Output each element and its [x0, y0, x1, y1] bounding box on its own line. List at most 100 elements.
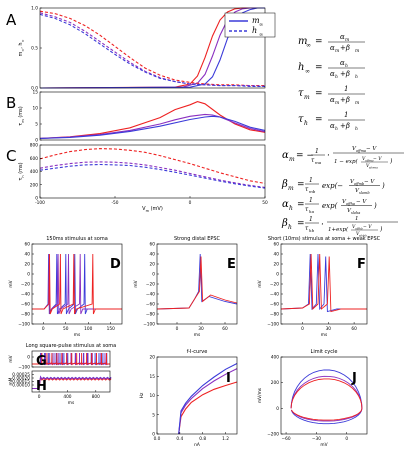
- xlabel-sub-c: m: [146, 209, 150, 213]
- eq-alpha-m-den-slope: V: [366, 163, 370, 169]
- equations: m ∞ = α m α m +β m h ∞ = α h α h +β h τ …: [281, 33, 404, 238]
- series-line-b-1: [39, 113, 266, 139]
- legend-a-m-sub: ∞: [259, 22, 263, 28]
- eq-h-inf-num: α: [340, 59, 345, 67]
- series-line-b-0: [39, 101, 266, 139]
- eq-m-inf-lhs: m: [298, 36, 307, 47]
- ytick-label-f: −20: [270, 282, 279, 288]
- legend-a-h: h: [252, 26, 257, 35]
- eq-alpha-h-exp-num-rest: − V: [356, 199, 367, 205]
- ylabel-text-b: τ: [18, 123, 24, 126]
- xtick-label-f: 60: [351, 326, 357, 332]
- ytick-label-h: 0.00025: [12, 372, 30, 378]
- eq-beta-m-exp-den-sub: slomb: [359, 191, 370, 195]
- eq-tau-h-den: α: [330, 122, 335, 130]
- series-line-c-0: [39, 148, 266, 184]
- eq-h-inf-den: α: [330, 70, 335, 78]
- xtick-label-j: −30: [312, 436, 321, 442]
- eq-alpha-h-sub: h: [289, 205, 293, 212]
- ytick-label-f: 60: [274, 242, 280, 248]
- title-g: Long square-pulse stimulus at soma: [26, 343, 117, 349]
- ytick-label-e: 20: [150, 262, 156, 268]
- ytick-label-d: −40: [21, 292, 30, 298]
- ytick-label-e: 0: [152, 272, 155, 278]
- eq-alpha-h-frac-den-sub: ha: [309, 209, 315, 214]
- eq-beta-h-frac-num: 1: [309, 216, 313, 223]
- ylabel-text-a: m: [18, 52, 24, 57]
- eq-beta-h-eq: =: [297, 219, 305, 229]
- eq-alpha-m-den-close: ): [389, 158, 393, 165]
- ytick-label-f: 40: [274, 252, 280, 258]
- panel-letter-a: A: [6, 11, 17, 29]
- series-line-i-2: [178, 363, 238, 435]
- ylabel-c: τh (ms): [18, 162, 25, 180]
- xtick-label-e: 0: [176, 326, 179, 332]
- title-i: f-I-curve: [187, 349, 208, 355]
- ytick-label-f: −60: [270, 302, 279, 308]
- ytick-label-b: 15: [33, 90, 39, 96]
- ytick-label-b: 5: [35, 122, 38, 128]
- xtick-label-d: 100: [84, 326, 92, 332]
- eq-tau-m-sub: m: [304, 94, 310, 101]
- eq-beta-h-den: 1+exp(: [328, 226, 349, 233]
- ylabel-unit-b: (ms): [18, 106, 24, 119]
- panel-c: -100 -50 0 50 0 200 400 600 800 τh (ms) Vm (mV): [18, 143, 268, 214]
- ytick-label-e: −80: [146, 312, 155, 318]
- eq-beta-h-den-v: V: [352, 224, 356, 230]
- xlabel-unit-c: (mV): [149, 206, 163, 212]
- xtick-label-d: 150: [107, 326, 115, 332]
- series-line-c-1: [39, 161, 266, 188]
- ytick-label-d: 20: [25, 262, 31, 268]
- eq-tau-h: τ h = 1 α h +β h: [298, 111, 365, 132]
- xtick-label-f: 0: [301, 326, 304, 332]
- eq-alpha-m-den-rest: − V: [373, 156, 382, 162]
- trace-e-0: [156, 253, 238, 310]
- trace-f-0: [280, 253, 367, 313]
- ytick-label-i: 5: [152, 412, 155, 418]
- eq-beta-m-eq: =: [297, 180, 305, 190]
- series-line-i-0: [178, 381, 238, 435]
- ytick-label-f: −100: [267, 322, 279, 328]
- ytick-label-g: 0: [27, 355, 30, 361]
- eq-h-inf-den-plus: +β: [340, 70, 350, 78]
- eq-alpha-h-lhs: α: [282, 199, 289, 210]
- eq-tau-m-den-sub: m: [335, 101, 339, 106]
- ytick-label-i: 10: [150, 393, 156, 399]
- trace-h-2: [32, 375, 112, 389]
- ytick-label-j: 0: [276, 406, 279, 412]
- xlabel-f: ms: [321, 333, 328, 338]
- eq-alpha-m-den-v: V: [362, 156, 366, 162]
- xlabel-c: Vm (mV): [142, 206, 163, 213]
- ytick-label-h: 0.00020: [12, 376, 30, 382]
- panel-letter-g: G: [36, 354, 47, 369]
- ytick-label-d: −100: [18, 322, 30, 328]
- xtick-label-j: 0: [345, 436, 348, 442]
- xtick-label-h: 400: [63, 394, 71, 400]
- eq-tau-m-lhs: τ: [298, 88, 304, 99]
- ytick-label-a: 0.5: [31, 46, 38, 52]
- ylabel-h: mM: [8, 377, 14, 385]
- eq-alpha-m-frac-num: 1: [315, 148, 319, 155]
- eq-alpha-m-sub: m: [289, 156, 295, 163]
- eq-alpha-m-num-rest: − V: [366, 146, 377, 152]
- eq-beta-h-frac-den-sub: hb: [309, 228, 315, 233]
- ylabel2-sub-a: ∞: [21, 39, 25, 42]
- eq-tau-m: τ m = 1 α m +β m: [298, 85, 365, 106]
- eq-alpha-h-close: ): [373, 202, 377, 210]
- ylabel-d: mV: [8, 280, 14, 287]
- eq-tau-m-den-plus: +β: [340, 96, 350, 104]
- eq-tau-h-eq: =: [315, 115, 323, 125]
- eq-alpha-m-num: V: [352, 146, 357, 152]
- trace-f-1: [280, 253, 367, 313]
- panel-j: −60 −30 0 −200 0 200 400 Limit cycle mV mV/ms J: [257, 349, 368, 448]
- xtick-label-c: -100: [35, 200, 45, 206]
- series-line-a-4: [39, 12, 266, 87]
- ytick-label-i: 0: [152, 432, 155, 438]
- trace-d-2: [32, 253, 122, 315]
- legend-a-h-sub: ∞: [259, 32, 263, 38]
- ytick-label-e: −40: [146, 292, 155, 298]
- frame-g: [31, 350, 111, 368]
- panel-e: 0 30 60 −100 −80 −60 −40 −20 0 20 40 60 Strong dista…: [133, 236, 238, 338]
- ytick-label-h: 0.00015: [12, 379, 30, 385]
